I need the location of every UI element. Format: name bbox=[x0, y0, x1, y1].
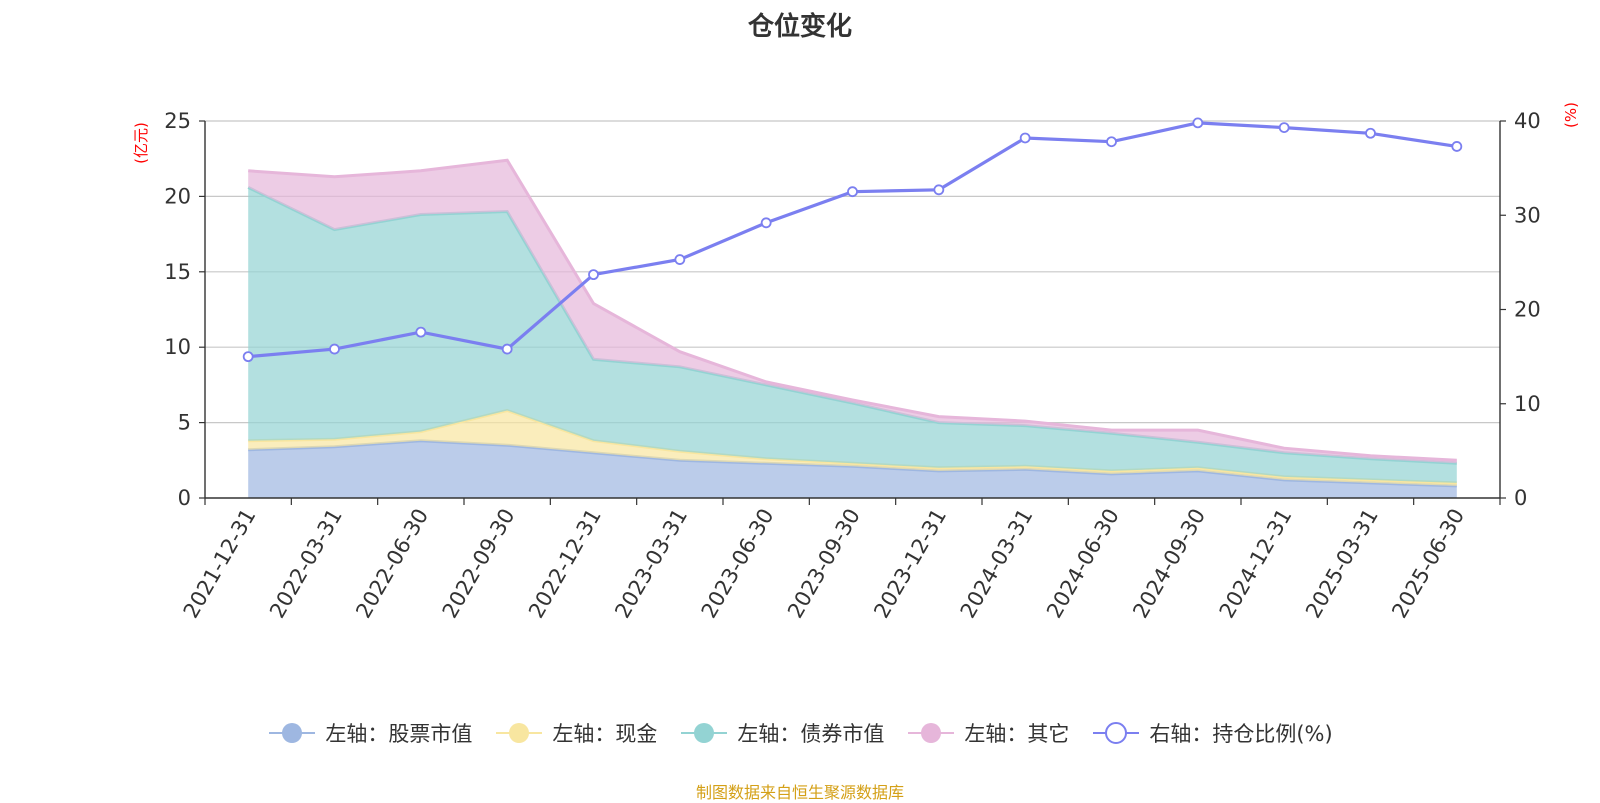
source-note: 制图数据来自恒生聚源数据库 bbox=[695, 783, 904, 802]
right-tick-label: 20 bbox=[1514, 298, 1541, 322]
left-tick-label: 25 bbox=[164, 109, 191, 133]
legend-swatch-cash bbox=[496, 723, 543, 743]
x-tick-label: 2023-03-31 bbox=[610, 505, 692, 623]
legend-swatch-bond bbox=[681, 723, 728, 743]
stacked-area-layer bbox=[247, 158, 1457, 498]
x-tick-label: 2024-03-31 bbox=[956, 505, 1038, 623]
x-tick-label: 2022-03-31 bbox=[265, 505, 347, 623]
legend-label: 左轴：现金 bbox=[552, 722, 658, 746]
right-tick-label: 40 bbox=[1514, 109, 1541, 133]
x-tick-label: 2022-09-30 bbox=[438, 505, 520, 623]
x-tick-label: 2023-09-30 bbox=[783, 505, 865, 623]
ratio-point bbox=[501, 343, 513, 355]
legend-swatch-ratio bbox=[1093, 722, 1140, 744]
ratio-point bbox=[760, 217, 772, 229]
chart-title: 仓位变化 bbox=[747, 12, 852, 42]
legend-label: 右轴：持仓比例(%) bbox=[1149, 722, 1333, 746]
ratio-point bbox=[1192, 117, 1204, 129]
x-tick-label: 2025-06-30 bbox=[1387, 505, 1469, 623]
ratio-point bbox=[1106, 136, 1117, 148]
right-tick-label: 30 bbox=[1514, 203, 1541, 227]
ratio-point bbox=[588, 269, 599, 281]
area-edge-other bbox=[248, 158, 1457, 462]
legend: 左轴：股票市值 左轴：现金 左轴：债券市值 左轴：其它 右轴：持仓比例(%) bbox=[0, 718, 1600, 748]
ratio-point bbox=[847, 186, 858, 198]
left-tick-label: 0 bbox=[178, 486, 191, 510]
legend-item[interactable]: 右轴：持仓比例(%) bbox=[1091, 718, 1333, 748]
legend-label: 左轴：其它 bbox=[964, 722, 1070, 746]
legend-item[interactable]: 左轴：债券市值 bbox=[679, 718, 884, 748]
left-tick-label: 20 bbox=[164, 184, 191, 208]
area-stock bbox=[248, 440, 1457, 498]
ratio-point bbox=[674, 254, 686, 265]
x-tick-label: 2023-06-30 bbox=[697, 505, 779, 623]
x-tick-label: 2023-12-31 bbox=[869, 504, 951, 622]
ratio-point bbox=[933, 184, 945, 196]
legend-item[interactable]: 左轴：股票市值 bbox=[267, 718, 472, 748]
x-tick-label: 2024-09-30 bbox=[1128, 505, 1210, 623]
x-tick-label: 2022-06-30 bbox=[351, 505, 433, 623]
left-tick-label: 5 bbox=[178, 411, 191, 435]
x-tick-label: 2025-03-31 bbox=[1301, 505, 1383, 623]
right-axis-unit: (%) bbox=[1562, 102, 1580, 128]
legend-item[interactable]: 左轴：现金 bbox=[494, 718, 657, 748]
right-tick-label: 10 bbox=[1514, 392, 1541, 416]
legend-item[interactable]: 左轴：其它 bbox=[906, 718, 1069, 748]
ratio-point bbox=[1365, 127, 1376, 139]
area-other bbox=[248, 160, 1457, 464]
legend-label: 左轴：债券市值 bbox=[737, 722, 885, 746]
x-tick-label: 2021-12-31 bbox=[179, 505, 261, 623]
legend-label: 左轴：股票市值 bbox=[325, 722, 473, 746]
left-tick-label: 10 bbox=[164, 335, 191, 359]
x-tick-label: 2022-12-31 bbox=[524, 505, 606, 623]
left-tick-label: 15 bbox=[164, 260, 191, 284]
x-tick-label: 2024-06-30 bbox=[1042, 505, 1124, 623]
ratio-point bbox=[329, 343, 340, 355]
ratio-line-layer bbox=[242, 117, 1463, 363]
ratio-point bbox=[1278, 122, 1290, 133]
right-tick-label: 0 bbox=[1514, 486, 1527, 510]
area-cash bbox=[248, 410, 1457, 486]
ratio-point bbox=[242, 351, 254, 363]
left-axis-unit: (亿元) bbox=[132, 122, 150, 164]
ratio-point bbox=[1019, 132, 1031, 144]
ratio-point bbox=[415, 326, 427, 338]
ratio-point bbox=[1451, 141, 1463, 152]
area-bond bbox=[248, 187, 1457, 483]
legend-swatch-other bbox=[908, 723, 955, 743]
x-tick-label: 2024-12-31 bbox=[1215, 505, 1297, 623]
legend-swatch-stock bbox=[269, 723, 316, 743]
